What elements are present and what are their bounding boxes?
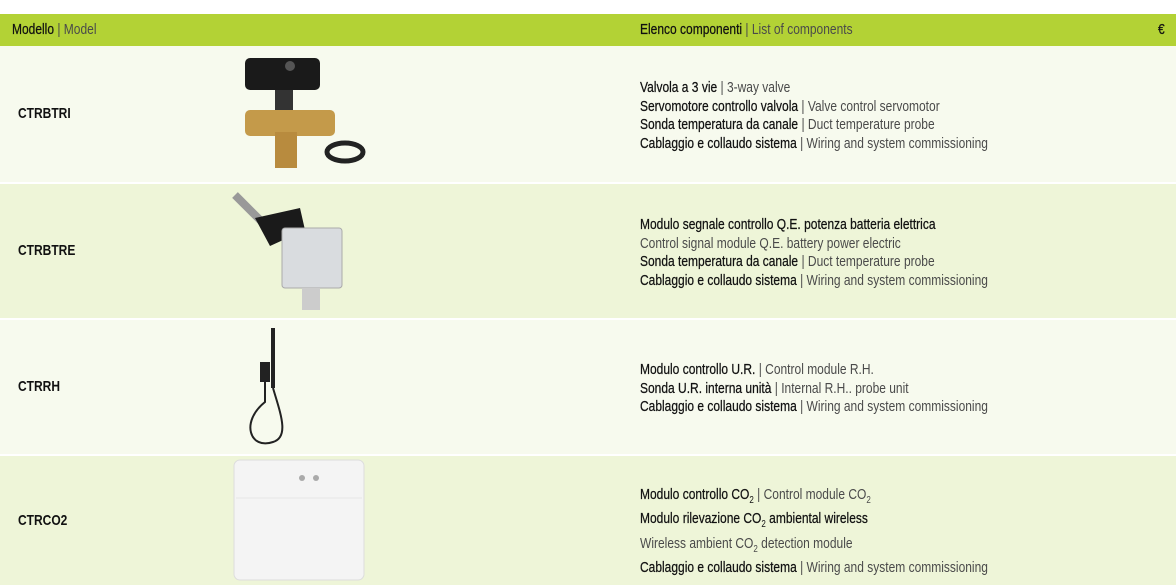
component-text: | Internal R.H.. probe unit xyxy=(771,379,909,397)
valve-image xyxy=(245,58,366,168)
component-text: Modulo controllo U.R. xyxy=(640,361,756,379)
component-text: Cablaggio e collaudo sistema xyxy=(640,559,797,576)
component-text: Wireless ambient CO xyxy=(640,534,754,552)
model-code: CTRBTRI xyxy=(18,105,71,122)
component-text: | Wiring and system commissioning xyxy=(796,398,988,416)
header-components: Elenco componenti | List of components xyxy=(640,21,853,38)
table-row: CTRBTRI Valvola a 3 vie | 3-way valve Serv… xyxy=(0,46,1176,182)
table-row: CTRCO2 Modulo controllo CO2 | Control mod… xyxy=(0,456,1176,585)
component-line: Cablaggio e collaudo sistema | Wiring an… xyxy=(640,271,988,291)
component-text: Cablaggio e collaudo sistema xyxy=(640,398,797,416)
component-text: Valvola a 3 vie xyxy=(640,79,718,96)
component-text: | Control module CO xyxy=(753,485,867,503)
component-line: Wireless ambient CO2 detection module xyxy=(640,535,988,560)
component-line: Modulo controllo CO2 | Control module CO… xyxy=(640,485,988,511)
components-list: Modulo controllo U.R. | Control module R… xyxy=(640,361,988,417)
component-line: Cablaggio e collaudo sistema | Wiring an… xyxy=(640,559,988,578)
table-row: CTRBTRE Modulo segnale controllo Q.E. pot… xyxy=(0,184,1176,318)
header-text: | Model xyxy=(54,21,97,38)
component-line: Valvola a 3 vie | 3-way valve xyxy=(640,79,988,98)
rh-probe-image xyxy=(249,328,284,445)
component-text: Cablaggio e collaudo sistema xyxy=(640,271,797,289)
component-text: | Wiring and system commissioning xyxy=(796,271,988,289)
table-row: CTRRH Modulo controllo U.R. | Control mod… xyxy=(0,320,1176,454)
component-text: | Duct temperature probe xyxy=(798,116,935,133)
component-text: Modulo controllo CO xyxy=(640,485,750,503)
component-text: Cablaggio e collaudo sistema xyxy=(640,134,797,152)
duct-probe-image xyxy=(232,192,343,310)
header-row: Modello | Model Elenco componenti | List… xyxy=(0,14,1176,46)
component-line: Servomotore controllo valvola | Valve co… xyxy=(640,97,988,117)
component-text: | Wiring and system commissioning xyxy=(796,559,988,576)
components-list: Valvola a 3 vie | 3-way valve Servomotore… xyxy=(640,79,988,153)
component-text: Servomotore controllo valvola xyxy=(640,97,799,115)
component-line: Cablaggio e collaudo sistema | Wiring an… xyxy=(640,134,988,154)
component-line: Modulo segnale controllo Q.E. potenza ba… xyxy=(640,216,988,235)
component-text: | Duct temperature probe xyxy=(798,253,935,270)
component-line: Sonda U.R. interna unità | Internal R.H.… xyxy=(640,380,988,399)
header-text: | List of components xyxy=(742,21,853,38)
component-text: 2 xyxy=(761,519,766,530)
component-line: Sonda temperatura da canale | Duct tempe… xyxy=(640,116,988,135)
components-list: Modulo segnale controllo Q.E. potenza ba… xyxy=(640,216,988,290)
component-text: Sonda U.R. interna unità xyxy=(640,379,772,397)
component-line: Cablaggio e collaudo sistema | Wiring an… xyxy=(640,398,988,417)
component-text: | 3-way valve xyxy=(717,79,791,96)
component-text: | Control module R.H. xyxy=(755,361,874,379)
component-text: Modulo segnale controllo Q.E. potenza ba… xyxy=(640,216,936,233)
component-text: Sonda temperatura da canale xyxy=(640,116,799,133)
header-text: € xyxy=(1158,21,1165,38)
component-text: 2 xyxy=(749,494,754,506)
components-list: Modulo controllo CO2 | Control module CO… xyxy=(640,485,988,578)
co2-sensor-image xyxy=(233,459,365,581)
component-text: | Valve control servomotor xyxy=(798,97,940,115)
component-line: Modulo rilevazione CO2 ambiental wireles… xyxy=(640,510,988,535)
component-line: Control signal module Q.E. battery power… xyxy=(640,235,988,254)
component-line: Sonda temperatura da canale | Duct tempe… xyxy=(640,253,988,272)
header-text: Elenco componenti xyxy=(640,21,743,38)
model-code: CTRBTRE xyxy=(18,242,76,259)
component-text: 2 xyxy=(866,494,871,506)
component-text: Modulo rilevazione CO xyxy=(640,510,762,527)
component-text: ambiental wireless xyxy=(765,510,868,527)
model-code: CTRRH xyxy=(18,378,60,395)
model-code: CTRCO2 xyxy=(18,511,68,529)
header-currency: € xyxy=(1158,21,1165,38)
component-text: Sonda temperatura da canale xyxy=(640,253,799,270)
component-text: Control signal module Q.E. battery power… xyxy=(640,234,901,252)
component-text: detection module xyxy=(757,534,853,552)
component-text: 2 xyxy=(753,543,758,555)
component-line: Modulo controllo U.R. | Control module R… xyxy=(640,361,988,380)
component-text: | Wiring and system commissioning xyxy=(796,134,988,152)
header-model: Modello | Model xyxy=(12,21,97,38)
header-text: Modello xyxy=(12,21,55,38)
